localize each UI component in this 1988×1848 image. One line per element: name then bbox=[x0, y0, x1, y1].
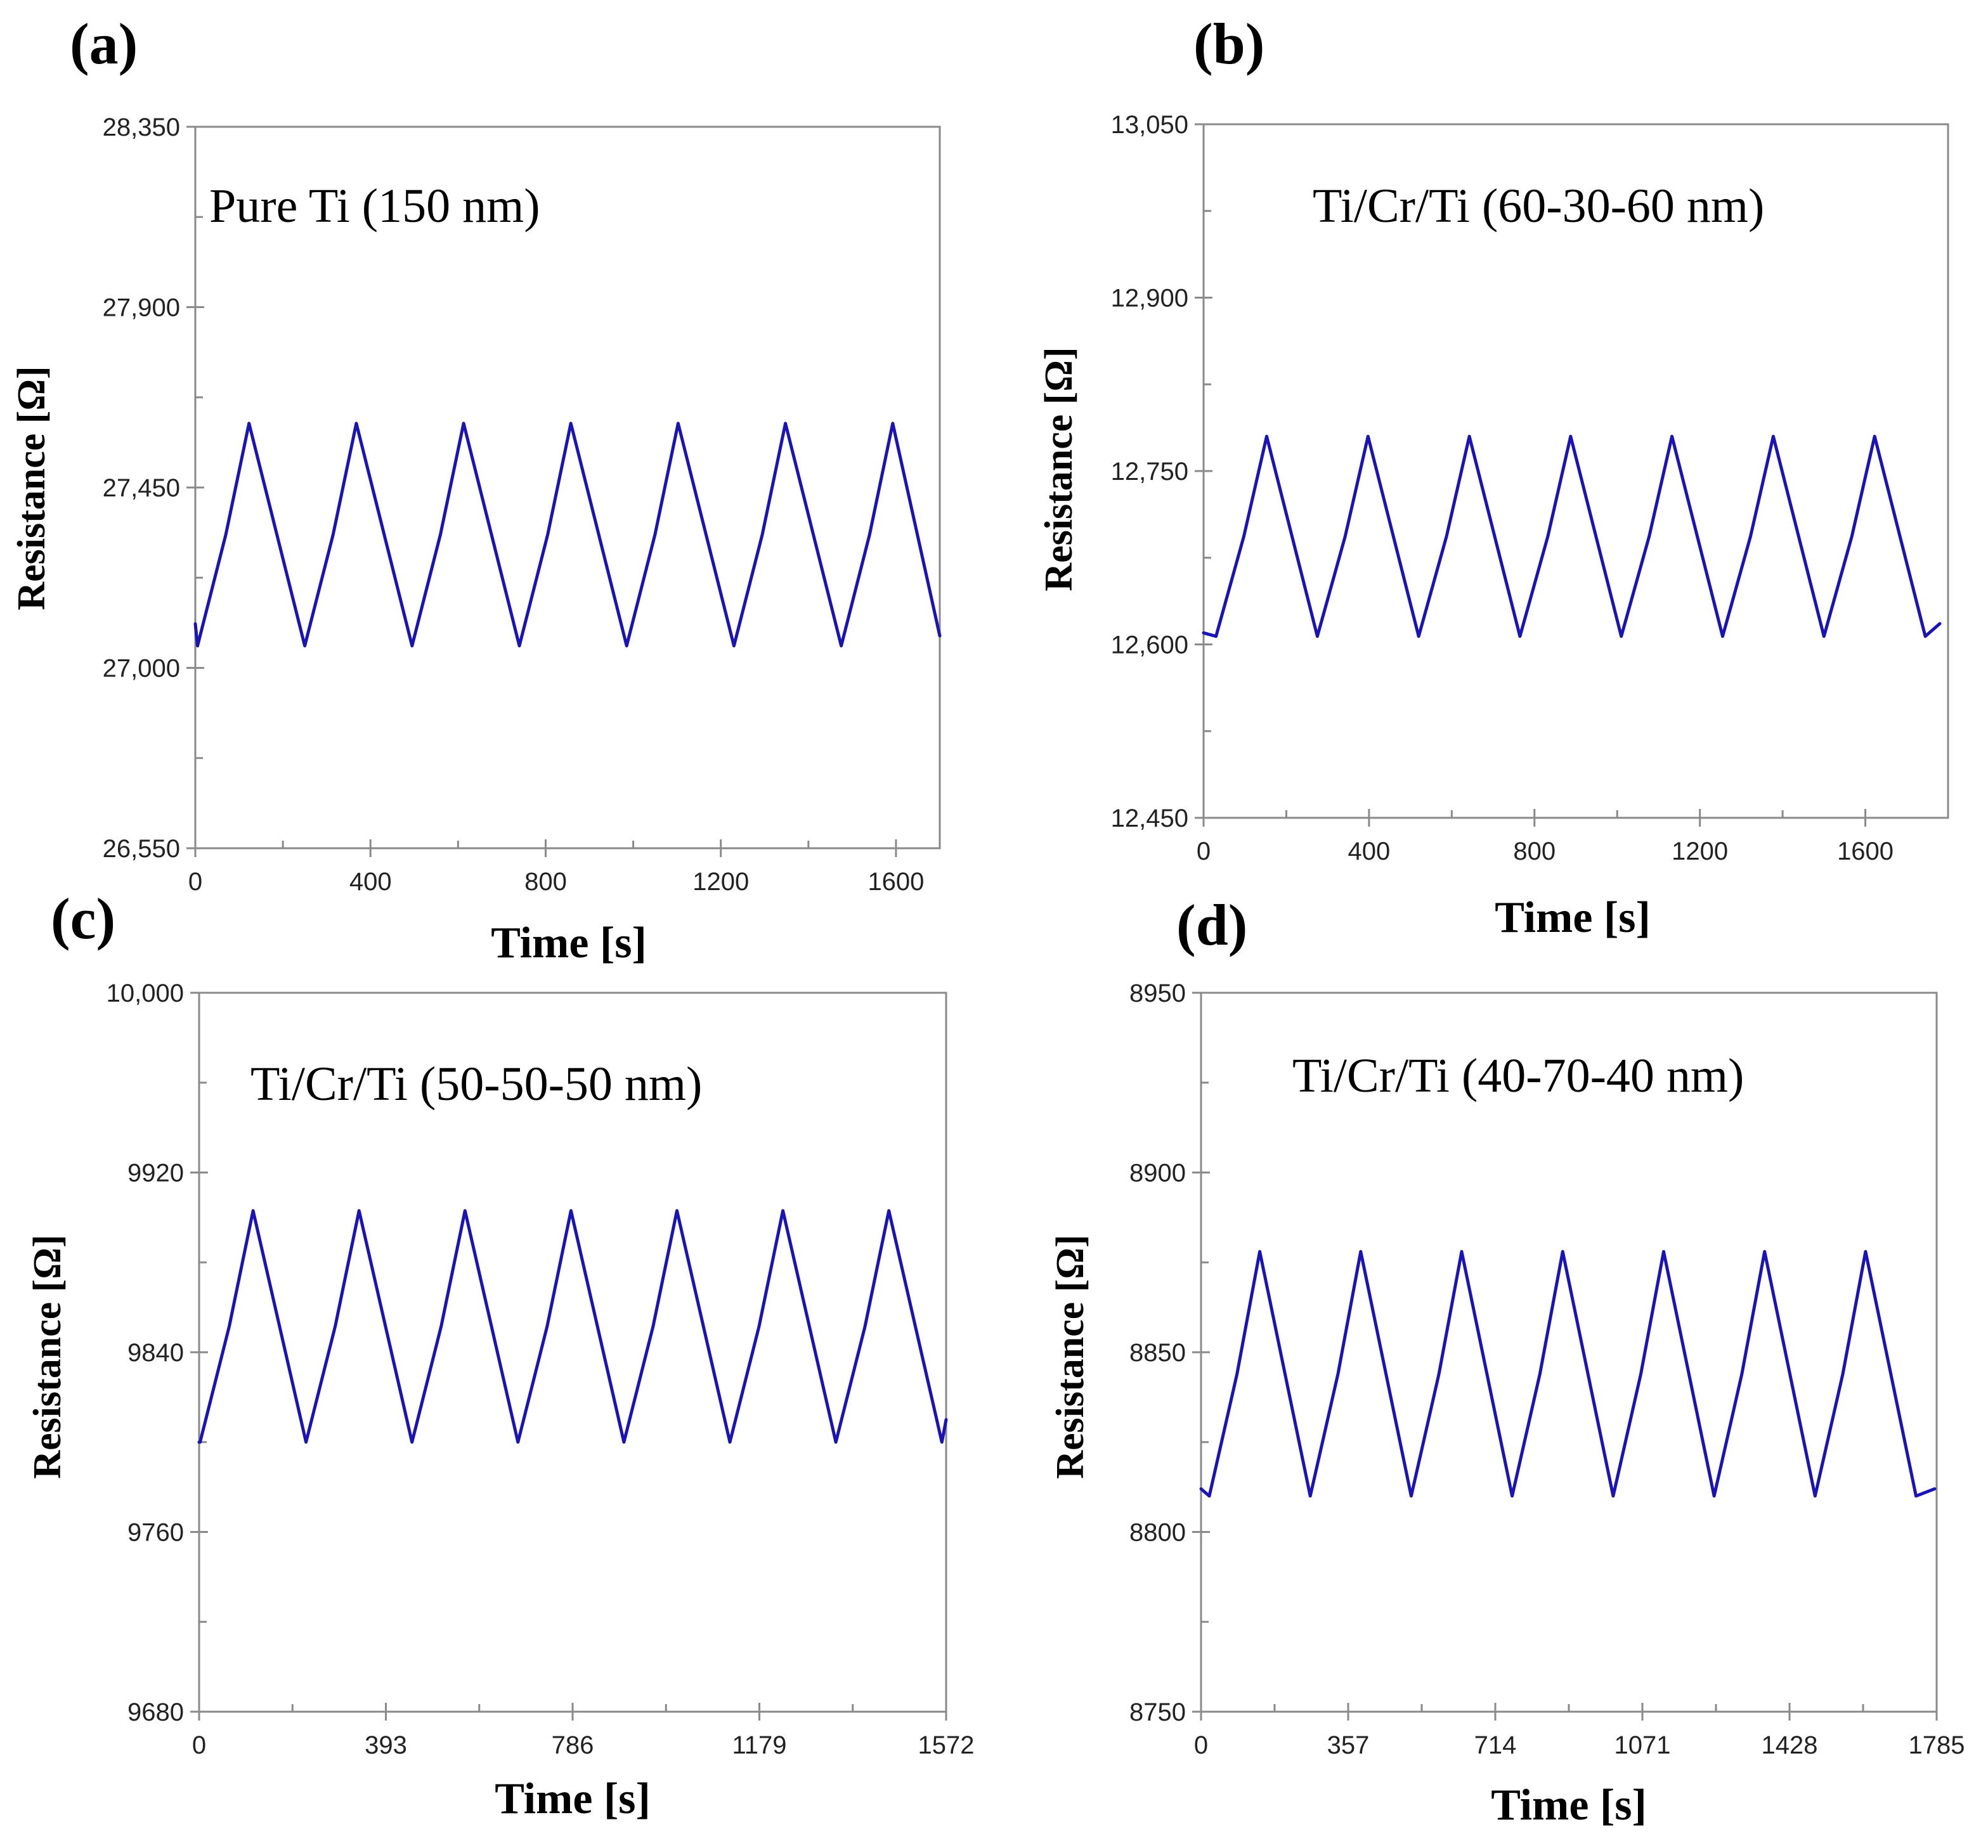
chart-panel-b: (b) 12,450 12,600 12,750 12,900 13,050 0 400 800… bbox=[1037, 11, 1949, 942]
y-tick-label: 9920 bbox=[127, 1160, 184, 1187]
y-axis-title: Resistance [Ω] bbox=[26, 1234, 69, 1478]
x-tick-label: 0 bbox=[192, 1731, 206, 1759]
panel-label: (b) bbox=[1193, 11, 1264, 76]
y-tick-label: 12,600 bbox=[1111, 631, 1188, 659]
chart-panel-d: (d) 8750 8800 8850 8900 8950 0 357 714 1071 1428 17… bbox=[1049, 893, 1965, 1830]
resistance-series-line bbox=[197, 1209, 948, 1444]
x-axis-title: Time [s] bbox=[1491, 1781, 1647, 1830]
y-tick-label: 8750 bbox=[1129, 1698, 1186, 1726]
x-tick-label: 1200 bbox=[1672, 837, 1728, 865]
sample-annotation: Ti/Cr/Ti (50-50-50 nm) bbox=[250, 1057, 702, 1111]
sample-annotation: Ti/Cr/Ti (40-70-40 nm) bbox=[1292, 1049, 1744, 1102]
x-tick-label: 1600 bbox=[1837, 837, 1894, 865]
y-tick-label: 9840 bbox=[127, 1339, 184, 1367]
x-tick-label: 1179 bbox=[732, 1731, 786, 1759]
y-tick-label: 27,000 bbox=[103, 655, 180, 683]
x-tick-label: 0 bbox=[1197, 837, 1211, 865]
x-tick-label: 0 bbox=[188, 868, 202, 896]
x-tick-label: 714 bbox=[1474, 1731, 1517, 1759]
y-tick-label: 26,550 bbox=[103, 835, 180, 863]
x-tick-label: 1572 bbox=[918, 1731, 975, 1759]
y-axis-title: Resistance [Ω] bbox=[10, 366, 53, 610]
x-tick-label: 1600 bbox=[867, 868, 924, 896]
sample-annotation: Pure Ti (150 nm) bbox=[209, 179, 540, 233]
resistance-series-line bbox=[1199, 1250, 1937, 1498]
x-tick-label: 786 bbox=[552, 1731, 594, 1759]
panel-label: (c) bbox=[51, 886, 115, 951]
y-tick-label: 27,900 bbox=[103, 294, 180, 322]
y-tick-label: 8900 bbox=[1129, 1160, 1186, 1187]
x-axis-title: Time [s] bbox=[1495, 893, 1651, 942]
y-tick-label: 12,450 bbox=[1111, 804, 1188, 832]
chart-panel-c: (c) 9680 9760 9840 9920 10,000 0 393 786 1179 1572… bbox=[26, 886, 974, 1823]
panel-label: (d) bbox=[1176, 893, 1247, 957]
y-tick-label: 8950 bbox=[1129, 979, 1186, 1007]
x-tick-label: 1200 bbox=[692, 868, 749, 896]
x-tick-label: 393 bbox=[365, 1731, 407, 1759]
y-tick-label: 10,000 bbox=[107, 979, 184, 1007]
x-tick-label: 1428 bbox=[1762, 1731, 1818, 1759]
x-tick-label: 800 bbox=[1513, 837, 1556, 865]
x-tick-label: 400 bbox=[349, 868, 392, 896]
y-tick-label: 8800 bbox=[1129, 1519, 1186, 1547]
panel-label: (a) bbox=[70, 11, 138, 76]
x-tick-label: 1785 bbox=[1909, 1731, 1965, 1759]
y-tick-label: 12,900 bbox=[1111, 285, 1188, 313]
y-tick-label: 9680 bbox=[127, 1698, 184, 1726]
sample-annotation: Ti/Cr/Ti (60-30-60 nm) bbox=[1313, 179, 1764, 233]
chart-panel-a: (a) 26,550 27,000 27,450 27,900 28,350 0 400 800… bbox=[10, 11, 942, 967]
resistance-series-line bbox=[1202, 434, 1942, 638]
x-tick-label: 0 bbox=[1194, 1731, 1208, 1759]
y-tick-label: 28,350 bbox=[103, 113, 180, 141]
y-tick-label: 9760 bbox=[127, 1519, 184, 1547]
y-tick-label: 12,750 bbox=[1111, 458, 1188, 486]
y-axis-title: Resistance [Ω] bbox=[1049, 1234, 1092, 1478]
plot-frame bbox=[194, 126, 941, 850]
resistance-series-line bbox=[193, 422, 942, 648]
x-tick-label: 357 bbox=[1327, 1731, 1370, 1759]
x-axis-title: Time [s] bbox=[495, 1774, 651, 1823]
y-axis-title: Resistance [Ω] bbox=[1037, 347, 1081, 591]
y-tick-label: 8850 bbox=[1129, 1339, 1186, 1367]
y-tick-label: 27,450 bbox=[103, 474, 180, 502]
x-tick-label: 800 bbox=[524, 868, 567, 896]
x-axis-title: Time [s] bbox=[491, 919, 647, 967]
x-tick-label: 1071 bbox=[1614, 1731, 1671, 1759]
y-tick-label: 13,050 bbox=[1111, 111, 1188, 139]
x-tick-label: 400 bbox=[1348, 837, 1391, 865]
